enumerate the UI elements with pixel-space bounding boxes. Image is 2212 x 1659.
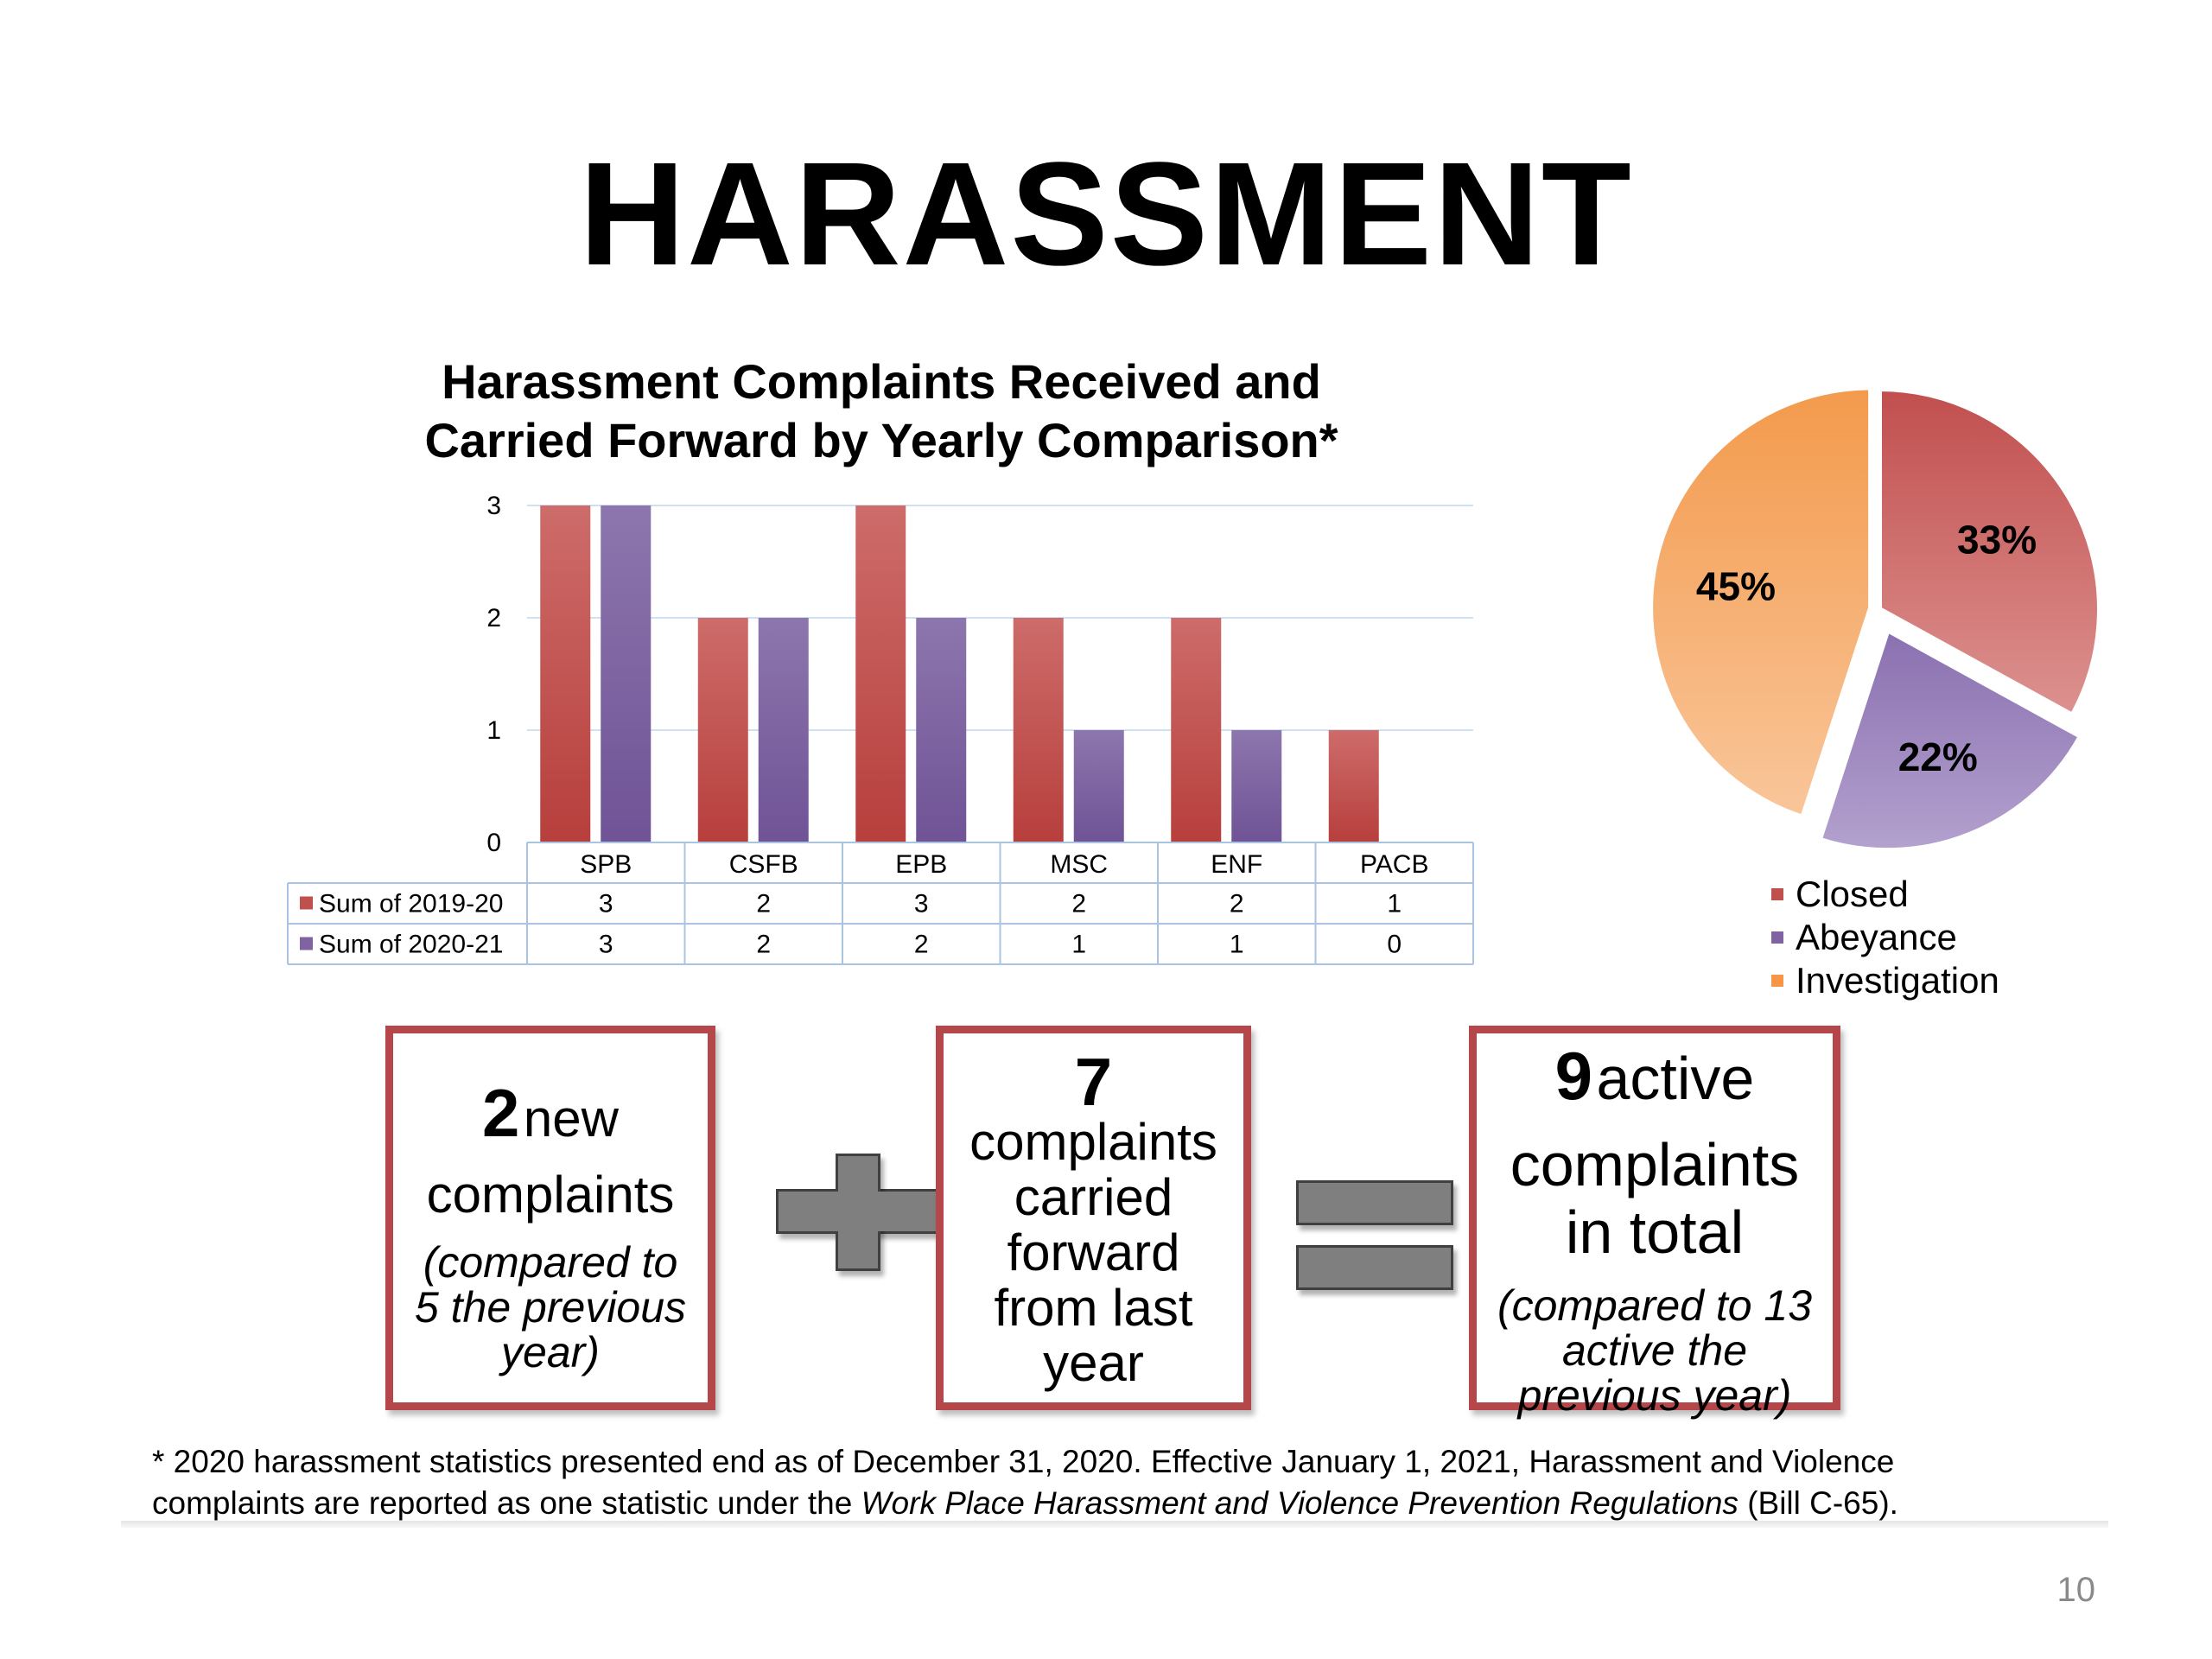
- active-complaints-note-2: active the: [1561, 1326, 1747, 1375]
- bar-sum-of-2019-20: [855, 505, 906, 842]
- y-tick-label: 1: [486, 716, 501, 745]
- legend-item-investigation: Investigation: [1771, 959, 1999, 1002]
- carried-forward-box: 7 complaints carried forward from last y…: [936, 1026, 1251, 1410]
- pie-legend: Closed Abeyance Investigation: [1771, 873, 1999, 1002]
- carried-forward-number: 7: [1074, 1044, 1113, 1120]
- legend-label-closed: Closed: [1796, 874, 1909, 914]
- x-tick-label: MSC: [1050, 850, 1108, 879]
- active-complaints-label: active: [1596, 1045, 1755, 1112]
- active-complaints-note-1: (compared to 13: [1497, 1281, 1813, 1330]
- footnote: * 2020 harassment statistics presented e…: [152, 1441, 2105, 1524]
- table-value: 2: [756, 890, 771, 918]
- carried-forward-line-5: year: [1043, 1334, 1144, 1392]
- x-tick-label: PACB: [1360, 850, 1428, 879]
- bar-sum-of-2020-21: [758, 618, 809, 842]
- footnote-line-2: complaints are reported as one statistic…: [152, 1483, 2105, 1524]
- bar-sum-of-2019-20: [1328, 730, 1379, 842]
- carried-forward-line-4: from last: [994, 1279, 1193, 1337]
- plus-icon-overlay: [779, 1192, 938, 1231]
- legend-item-closed: Closed: [1771, 873, 1999, 916]
- pie-label-closed: 33%: [1957, 518, 2037, 563]
- pie-slice-investigation: [1648, 385, 1874, 821]
- carried-forward-line-2: carried: [1014, 1168, 1173, 1226]
- footer-rule: [121, 1521, 2108, 1528]
- pie-slice-abeyance: [1815, 626, 2085, 854]
- new-complaints-note-2: 5 the previous: [414, 1283, 687, 1332]
- pie-label-investigation: 45%: [1696, 564, 1776, 609]
- new-complaints-label: new: [523, 1090, 619, 1147]
- new-complaints-box: 2 new complaints (compared to 5 the prev…: [385, 1026, 715, 1410]
- slide-title: HARASSMENT: [579, 132, 1633, 296]
- table-value: 1: [1230, 931, 1244, 959]
- carried-forward-line-3: forward: [1007, 1224, 1180, 1281]
- active-complaints-label-2: complaints: [1510, 1131, 1800, 1198]
- footnote-line-1: * 2020 harassment statistics presented e…: [152, 1444, 1895, 1479]
- active-complaints-number: 9: [1554, 1038, 1593, 1114]
- active-complaints-note-3: previous year): [1517, 1371, 1792, 1420]
- bar-sum-of-2020-21: [1073, 730, 1124, 842]
- bar-chart-title: Harassment Complaints Received and Carri…: [341, 353, 1421, 470]
- equals-icon-lower: [1296, 1245, 1453, 1290]
- table-series-name: Sum of 2020-21: [319, 931, 503, 959]
- new-complaints-number: 2: [482, 1075, 520, 1151]
- table-value: 1: [1071, 931, 1086, 959]
- footnote-line-2-b: (Bill C-65).: [1738, 1485, 1898, 1521]
- legend-item-abeyance: Abeyance: [1771, 916, 1999, 959]
- table-value: 3: [599, 931, 613, 959]
- table-value: 3: [599, 890, 613, 918]
- new-complaints-note-1: (compared to: [423, 1238, 678, 1287]
- new-complaints-label-2: complaints: [426, 1166, 675, 1224]
- x-tick-label: SPB: [580, 850, 632, 879]
- legend-swatch-abeyance: [1771, 931, 1783, 944]
- table-value: 3: [914, 890, 929, 918]
- active-complaints-box: 9 active complaints in total (compared t…: [1469, 1026, 1840, 1418]
- table-value: 0: [1387, 931, 1402, 959]
- footnote-regulation: Work Place Harassment and Violence Preve…: [861, 1485, 1738, 1521]
- legend-swatch-investigation: [1771, 975, 1783, 987]
- x-tick-label: EPB: [895, 850, 947, 879]
- bar-chart-title-line-1: Harassment Complaints Received and: [442, 354, 1321, 409]
- table-legend-swatch: [300, 937, 313, 950]
- page-number: 10: [2056, 1571, 2096, 1609]
- bar-sum-of-2020-21: [916, 618, 967, 842]
- legend-label-abeyance: Abeyance: [1796, 917, 1957, 957]
- table-value: 1: [1387, 890, 1402, 918]
- table-value: 2: [756, 931, 771, 959]
- bar-sum-of-2019-20: [1171, 618, 1222, 842]
- legend-label-investigation: Investigation: [1796, 960, 1999, 1001]
- bar-sum-of-2019-20: [697, 618, 748, 842]
- bar-chart-title-line-2: Carried Forward by Yearly Comparison*: [424, 413, 1338, 467]
- y-tick-label: 0: [486, 829, 501, 857]
- bar-sum-of-2020-21: [601, 505, 652, 842]
- equals-icon: [1296, 1180, 1453, 1225]
- table-value: 2: [1071, 890, 1086, 918]
- x-tick-label: ENF: [1211, 850, 1262, 879]
- active-complaints-label-3: in total: [1565, 1198, 1745, 1266]
- legend-swatch-closed: [1771, 888, 1783, 900]
- new-complaints-note-3: year): [501, 1328, 600, 1376]
- bar-sum-of-2019-20: [1013, 618, 1064, 842]
- y-tick-label: 3: [486, 492, 501, 520]
- table-legend-swatch: [300, 896, 313, 910]
- table-series-name: Sum of 2019-20: [319, 890, 503, 918]
- pie-label-abeyance: 22%: [1898, 734, 1978, 779]
- bar-sum-of-2020-21: [1231, 730, 1282, 842]
- table-value: 2: [1230, 890, 1244, 918]
- footnote-line-2-a: complaints are reported as one statistic…: [152, 1485, 861, 1521]
- y-tick-label: 2: [486, 604, 501, 632]
- pie-slice-closed: [1877, 385, 2102, 719]
- table-value: 2: [914, 931, 929, 959]
- bar-sum-of-2019-20: [540, 505, 591, 842]
- x-tick-label: CSFB: [729, 850, 798, 879]
- carried-forward-line-1: complaints: [969, 1113, 1217, 1171]
